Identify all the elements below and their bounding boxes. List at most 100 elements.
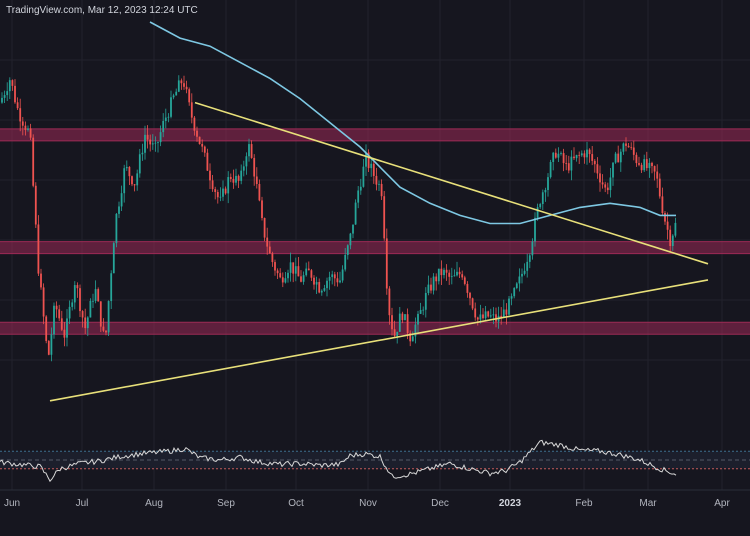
candle-body bbox=[55, 305, 58, 310]
candle-body bbox=[474, 308, 477, 318]
candle-body bbox=[177, 80, 180, 92]
candle bbox=[617, 145, 620, 163]
candle-body bbox=[24, 125, 27, 130]
candle-body bbox=[424, 292, 427, 310]
candle bbox=[292, 262, 295, 283]
candle-body bbox=[297, 266, 300, 277]
candle bbox=[50, 327, 53, 362]
candle-body bbox=[609, 177, 612, 191]
candle bbox=[102, 318, 105, 333]
candle bbox=[664, 211, 666, 225]
candle-body bbox=[510, 296, 513, 299]
candle-body bbox=[102, 326, 105, 331]
candle-body bbox=[531, 241, 534, 256]
candle bbox=[261, 196, 263, 221]
candle bbox=[250, 140, 253, 159]
candle bbox=[560, 151, 562, 156]
candle-body bbox=[391, 315, 393, 330]
candle-body bbox=[578, 154, 581, 156]
candle-body bbox=[341, 269, 344, 281]
candle-body bbox=[638, 163, 640, 165]
candle-body bbox=[651, 162, 653, 167]
candle-body bbox=[645, 159, 648, 169]
candle bbox=[79, 284, 81, 317]
candle bbox=[21, 116, 24, 136]
candle-body bbox=[554, 152, 557, 158]
candle-body bbox=[435, 276, 438, 282]
candle-body bbox=[224, 188, 227, 194]
x-tick-label: Sep bbox=[217, 498, 235, 509]
candle bbox=[326, 277, 328, 297]
candle-body bbox=[112, 243, 115, 274]
candle-body bbox=[492, 314, 495, 316]
candle bbox=[375, 167, 378, 191]
candle-body bbox=[162, 120, 165, 133]
candle bbox=[666, 212, 669, 240]
candle-body bbox=[604, 184, 607, 188]
x-tick-label: Aug bbox=[145, 498, 163, 509]
candle bbox=[625, 137, 627, 152]
candle-body bbox=[565, 163, 568, 164]
candle bbox=[518, 268, 521, 292]
candle-body bbox=[261, 200, 263, 219]
candle bbox=[112, 241, 115, 274]
candle bbox=[588, 148, 591, 163]
candle-body bbox=[115, 213, 118, 244]
candle bbox=[310, 269, 313, 281]
candle-body bbox=[222, 188, 224, 197]
candle-body bbox=[40, 273, 42, 288]
candle bbox=[521, 268, 523, 284]
candle bbox=[71, 299, 74, 311]
candle-body bbox=[42, 287, 45, 317]
candle-body bbox=[125, 166, 128, 169]
candle bbox=[513, 287, 516, 299]
candle-body bbox=[482, 314, 484, 319]
candle-body bbox=[328, 276, 331, 281]
candle-body bbox=[528, 255, 531, 262]
candle bbox=[346, 244, 349, 260]
candle bbox=[63, 322, 66, 347]
candle bbox=[133, 183, 136, 192]
candle bbox=[352, 224, 354, 239]
candle-body bbox=[352, 224, 354, 234]
candle-body bbox=[614, 153, 617, 163]
candle-body bbox=[84, 317, 87, 329]
candle-body bbox=[627, 145, 630, 148]
candle bbox=[554, 148, 557, 159]
resistance-zone-upper bbox=[0, 128, 750, 141]
candle bbox=[383, 190, 386, 241]
candle bbox=[302, 271, 305, 285]
candle-body bbox=[107, 301, 110, 333]
candle bbox=[453, 269, 456, 277]
candle-body bbox=[274, 262, 276, 271]
candle-body bbox=[591, 154, 594, 161]
candle bbox=[630, 142, 633, 150]
candle bbox=[159, 125, 162, 147]
candle bbox=[645, 151, 648, 171]
candle bbox=[268, 241, 271, 254]
candle-body bbox=[118, 206, 120, 214]
candle-body bbox=[183, 83, 185, 87]
candle bbox=[235, 168, 237, 186]
candle bbox=[661, 187, 664, 216]
candle bbox=[523, 263, 526, 276]
candle bbox=[120, 185, 123, 211]
descending-trendline bbox=[194, 101, 709, 265]
candle-body bbox=[487, 311, 490, 317]
candle-body bbox=[242, 166, 245, 171]
candle-body bbox=[248, 144, 250, 157]
candle bbox=[89, 298, 92, 318]
candle bbox=[279, 268, 282, 279]
candle bbox=[622, 142, 625, 155]
candle-body bbox=[643, 159, 646, 171]
candle bbox=[227, 171, 230, 204]
candle bbox=[619, 148, 622, 172]
candle bbox=[365, 144, 367, 177]
candle bbox=[427, 275, 430, 296]
candle-body bbox=[562, 153, 565, 164]
candle-body bbox=[547, 177, 549, 191]
candle bbox=[562, 148, 565, 172]
candle-body bbox=[388, 288, 391, 316]
candle-body bbox=[385, 238, 388, 289]
